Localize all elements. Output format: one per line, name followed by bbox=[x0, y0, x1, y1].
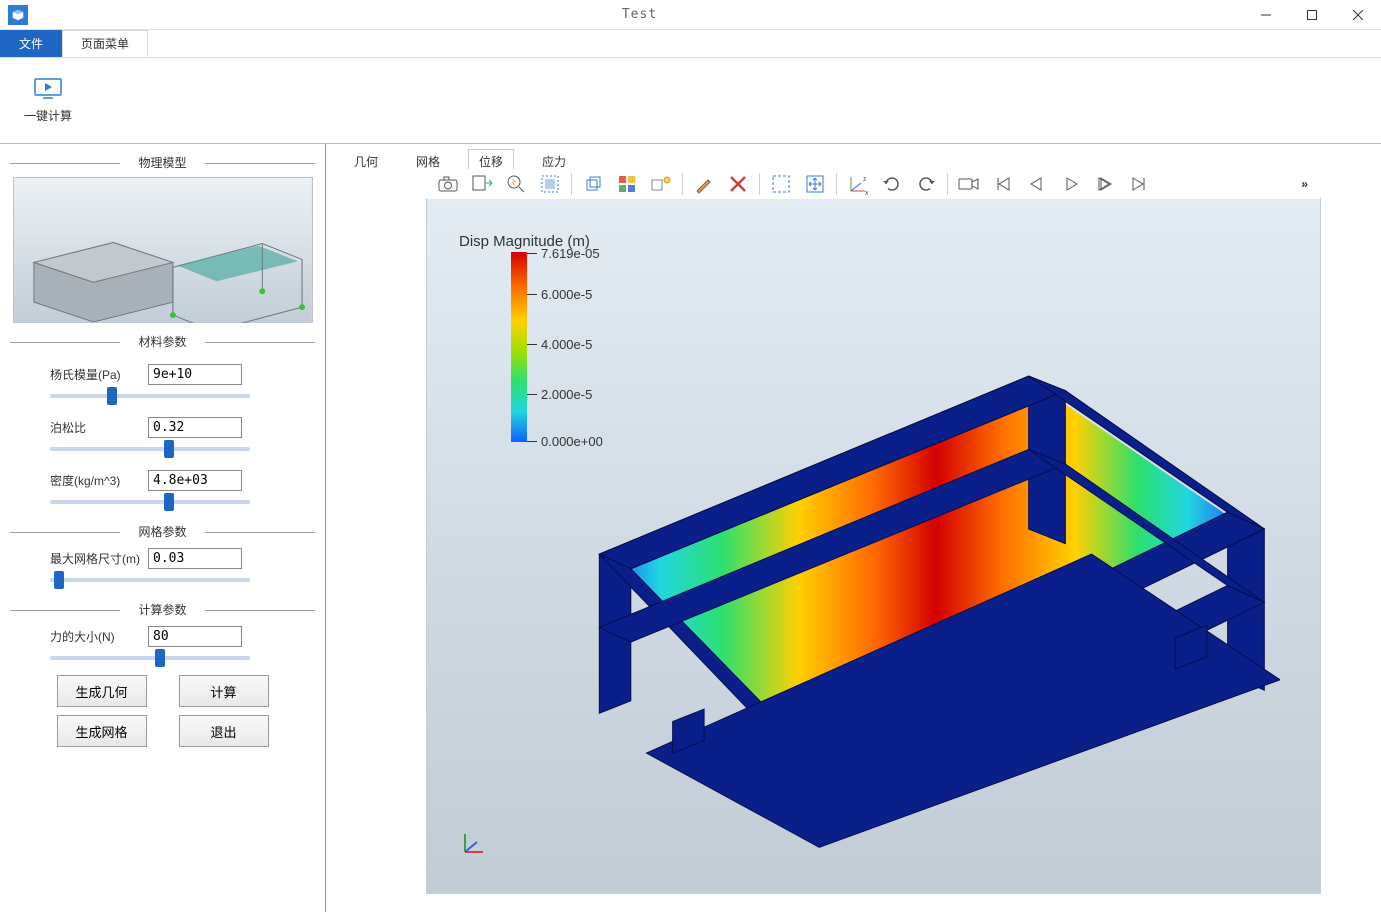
play-monitor-icon bbox=[34, 78, 62, 103]
poisson-slider[interactable] bbox=[50, 447, 250, 451]
fem-result-render bbox=[547, 339, 1280, 853]
skip-forward-icon[interactable] bbox=[1124, 171, 1154, 197]
density-slider[interactable] bbox=[50, 500, 250, 504]
legend-tick-1: 6.000e-5 bbox=[541, 287, 592, 302]
camera-video-icon[interactable] bbox=[954, 171, 984, 197]
minimize-button[interactable] bbox=[1243, 0, 1289, 30]
youngs-modulus-input[interactable] bbox=[148, 364, 242, 385]
legend-tick-0: 7.619e-05 bbox=[541, 246, 600, 261]
viewport[interactable]: zx » Disp Magnitude (m) bbox=[426, 198, 1321, 894]
axis-gizmo-icon bbox=[457, 828, 489, 863]
compute-button[interactable]: 一键计算 bbox=[20, 74, 76, 128]
group-mesh-params: 网格参数 最大网格尺寸(m) bbox=[10, 523, 315, 591]
rotate-cw-icon[interactable] bbox=[877, 171, 907, 197]
exit-button[interactable]: 退出 bbox=[179, 715, 269, 747]
group-material-params: 材料参数 杨氏模量(Pa) 泊松比 密度(kg/m^3) bbox=[10, 333, 315, 513]
group-calc-params: 计算参数 力的大小(N) 生成几何 计算 生成网格 退出 bbox=[10, 601, 315, 747]
step-forward-icon[interactable] bbox=[1090, 171, 1120, 197]
rotate-ccw-icon[interactable] bbox=[911, 171, 941, 197]
maximize-button[interactable] bbox=[1289, 0, 1335, 30]
window-controls bbox=[1243, 0, 1381, 30]
ribbon-tabs: 文件 页面菜单 bbox=[0, 30, 1381, 58]
viewer-toolbar: zx » bbox=[427, 169, 1320, 199]
delete-x-icon[interactable] bbox=[723, 171, 753, 197]
close-button[interactable] bbox=[1335, 0, 1381, 30]
maxmesh-slider[interactable] bbox=[50, 578, 250, 582]
svg-text:x: x bbox=[865, 190, 869, 195]
cube-lightbulb-icon[interactable] bbox=[646, 171, 676, 197]
skip-back-icon[interactable] bbox=[988, 171, 1018, 197]
generate-geometry-button[interactable]: 生成几何 bbox=[57, 675, 147, 707]
mesh-params-title: 网格参数 bbox=[130, 525, 194, 539]
play-icon[interactable] bbox=[1056, 171, 1086, 197]
calculate-button[interactable]: 计算 bbox=[179, 675, 269, 707]
model-thumbnail bbox=[13, 177, 313, 323]
force-input[interactable] bbox=[148, 626, 242, 647]
group-physics-model: 物理模型 bbox=[10, 154, 315, 323]
material-params-title: 材料参数 bbox=[130, 335, 194, 349]
ribbon-group-compute: 一键计算 bbox=[12, 74, 84, 128]
zoom-lightning-icon[interactable] bbox=[501, 171, 531, 197]
viewtab-geometry[interactable]: 几何 bbox=[344, 150, 388, 173]
force-label: 力的大小(N) bbox=[50, 628, 140, 645]
app-logo-icon bbox=[8, 5, 28, 25]
titlebar: Test bbox=[0, 0, 1381, 30]
select-rect-icon[interactable] bbox=[535, 171, 565, 197]
physics-model-title: 物理模型 bbox=[130, 156, 194, 170]
content-area: 几何 网格 位移 应力 bbox=[326, 144, 1381, 912]
viewport-canvas: zx » Disp Magnitude (m) bbox=[427, 199, 1320, 893]
sidebar: 物理模型 bbox=[0, 144, 326, 912]
cube-outline-icon[interactable] bbox=[578, 171, 608, 197]
calc-params-title: 计算参数 bbox=[130, 603, 194, 617]
maxmesh-label: 最大网格尺寸(m) bbox=[50, 550, 140, 567]
step-back-icon[interactable] bbox=[1022, 171, 1052, 197]
color-blocks-icon[interactable] bbox=[612, 171, 642, 197]
force-slider[interactable] bbox=[50, 656, 250, 660]
legend-gradient-bar bbox=[511, 252, 527, 442]
tab-file[interactable]: 文件 bbox=[0, 30, 62, 57]
youngs-modulus-slider[interactable] bbox=[50, 394, 250, 398]
main-area: 物理模型 bbox=[0, 144, 1381, 912]
youngs-modulus-label: 杨氏模量(Pa) bbox=[50, 366, 140, 383]
window-title: Test bbox=[36, 7, 1243, 22]
density-input[interactable] bbox=[148, 470, 242, 491]
export-icon[interactable] bbox=[467, 171, 497, 197]
svg-text:z: z bbox=[863, 176, 867, 183]
brush-icon[interactable] bbox=[689, 171, 719, 197]
axes-xyz-icon[interactable]: zx bbox=[843, 171, 873, 197]
toolbar-overflow-icon[interactable]: » bbox=[1295, 177, 1314, 191]
move-arrows-icon[interactable] bbox=[800, 171, 830, 197]
ribbon-body: 一键计算 bbox=[0, 58, 1381, 144]
poisson-input[interactable] bbox=[148, 417, 242, 438]
generate-mesh-button[interactable]: 生成网格 bbox=[57, 715, 147, 747]
tab-page-menu[interactable]: 页面菜单 bbox=[62, 30, 148, 57]
camera-icon[interactable] bbox=[433, 171, 463, 197]
density-label: 密度(kg/m^3) bbox=[50, 472, 140, 489]
maxmesh-input[interactable] bbox=[148, 548, 242, 569]
compute-label: 一键计算 bbox=[24, 107, 72, 124]
marquee-icon[interactable] bbox=[766, 171, 796, 197]
poisson-label: 泊松比 bbox=[50, 419, 140, 436]
